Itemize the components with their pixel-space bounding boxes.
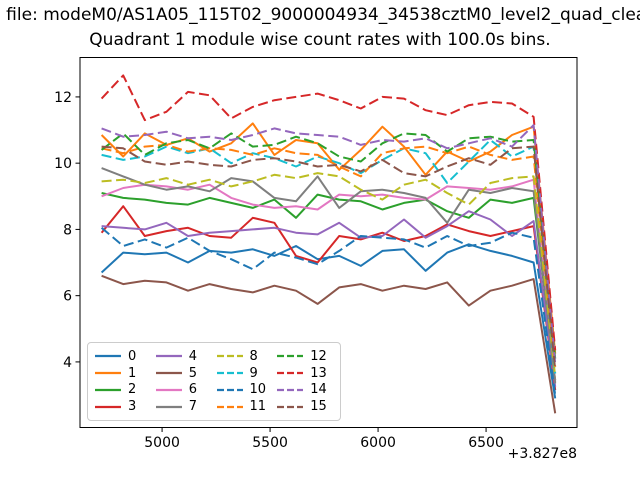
- y-tick-label: 6: [63, 289, 72, 305]
- legend-line-sample: [277, 388, 304, 391]
- legend-label: 15: [310, 399, 327, 415]
- series-2-line: [101, 192, 557, 381]
- series-8-line: [101, 172, 557, 377]
- series-11-line: [101, 143, 557, 368]
- series-15-line: [101, 145, 557, 371]
- legend-item-9: 9: [216, 365, 278, 381]
- legend-item-15: 15: [277, 400, 338, 413]
- legend-line-sample: [277, 355, 304, 358]
- legend-label: 14: [310, 382, 327, 398]
- legend-line-sample: [277, 372, 304, 375]
- legend-label: 9: [249, 365, 258, 381]
- legend-line-sample: [216, 388, 243, 391]
- legend-label: 6: [188, 382, 198, 398]
- legend-label: 7: [188, 399, 198, 415]
- legend-label: 0: [128, 348, 137, 364]
- legend-label: 10: [249, 382, 267, 398]
- legend-item-12: 12: [277, 350, 338, 363]
- legend-line-sample: [216, 355, 243, 358]
- legend-item-2: 2: [95, 383, 156, 396]
- legend-label: 1: [128, 365, 137, 381]
- legend-label: 11: [249, 399, 267, 415]
- legend-item-6: 6: [155, 382, 217, 398]
- series-12-line: [100, 132, 557, 359]
- legend-item-11: 11: [216, 399, 278, 415]
- legend-line-sample: [95, 405, 121, 408]
- x-axis-offset-label: +3.827e8: [507, 446, 577, 462]
- y-tick-label: 10: [54, 156, 72, 172]
- legend-item-7: 7: [155, 399, 217, 415]
- series-13-line: [100, 74, 557, 351]
- legend-item-1: 1: [95, 367, 156, 380]
- legend-label: 3: [128, 399, 137, 415]
- legend-line-sample: [155, 388, 182, 391]
- series-10-line: [100, 227, 557, 396]
- x-tick-label: 6500: [468, 435, 504, 451]
- legend-label: 13: [310, 365, 327, 381]
- legend-line-sample: [95, 355, 121, 358]
- series-9-line: [101, 139, 557, 374]
- series-14-line: [101, 124, 557, 364]
- legend-label: 5: [188, 365, 198, 381]
- legend-item-0: 0: [95, 350, 156, 363]
- legend-label: 8: [249, 348, 258, 364]
- legend-line-sample: [155, 355, 182, 358]
- legend-item-8: 8: [216, 348, 278, 364]
- legend-line-sample: [155, 405, 182, 408]
- y-tick-label: 12: [54, 90, 72, 106]
- axes-frame: [79, 57, 578, 428]
- legend-label: 4: [188, 348, 198, 364]
- x-tick-label: 5500: [252, 435, 288, 451]
- legend-item-3: 3: [95, 400, 156, 413]
- legend-item-5: 5: [155, 365, 217, 381]
- legend-line-sample: [95, 372, 121, 375]
- x-tick-label: 5000: [144, 435, 180, 451]
- series-7-line: [101, 167, 557, 384]
- legend-item-13: 13: [277, 367, 338, 380]
- legend-line-sample: [155, 372, 182, 375]
- series-1-line: [100, 122, 557, 354]
- legend-line-sample: [216, 372, 243, 375]
- legend-label: 12: [310, 348, 327, 364]
- y-tick-label: 4: [63, 355, 72, 371]
- series-5-line: [101, 274, 557, 414]
- legend-line-sample: [95, 388, 121, 391]
- legend-line-sample: [277, 405, 304, 408]
- legend-item-14: 14: [277, 383, 338, 396]
- legend: 0 1 2 3 4 5 6 7 8 9 10 11 12 13 14 15: [87, 342, 341, 421]
- x-tick-label: 6000: [360, 435, 396, 451]
- series-4-line: [101, 210, 557, 387]
- figure-suptitle: n file: modeM0/AS1A05_115T02_9000004934_…: [0, 5, 640, 25]
- axes-title: Quadrant 1 module wise count rates with …: [89, 30, 551, 50]
- legend-item-4: 4: [155, 348, 217, 364]
- y-tick-label: 8: [63, 222, 72, 238]
- legend-item-10: 10: [216, 382, 278, 398]
- legend-line-sample: [216, 405, 243, 408]
- legend-label: 2: [128, 382, 137, 398]
